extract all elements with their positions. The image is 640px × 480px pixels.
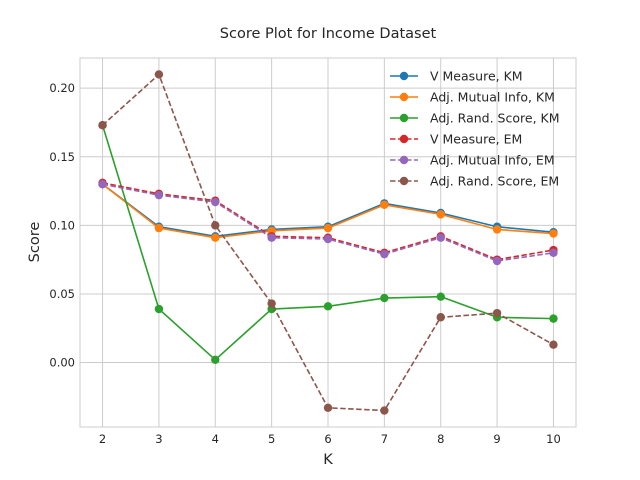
data-point [549,248,558,257]
data-point [323,234,333,244]
data-point [211,355,220,364]
legend-item: Adj. Mutual Info, KM [390,90,555,105]
x-tick-label: 5 [268,432,275,446]
y-axis-label: Score [27,222,43,263]
legend-item: V Measure, KM [390,69,523,84]
data-point [436,210,445,219]
plot-frame [79,57,577,428]
data-point [436,292,445,301]
data-point [380,406,389,415]
legend-item: Adj. Mutual Info, EM [390,153,555,168]
data-point [267,233,276,242]
legend-marker [399,155,409,165]
data-point [154,223,164,233]
x-tick-label: 2 [99,432,106,446]
data-point [436,233,445,242]
legend-label: V Measure, EM [430,132,522,147]
legend-label: Adj. Rand. Score, KM [430,111,560,126]
x-tick-label: 4 [212,432,219,446]
data-point [211,221,220,230]
legend-label: V Measure, KM [430,69,523,84]
data-point [323,302,333,311]
y-tick-label: 0.05 [49,287,75,301]
x-tick-label: 7 [381,432,388,446]
data-point [492,256,502,266]
data-point [211,197,220,207]
data-point [549,340,558,349]
legend-item: Adj. Rand. Score, KM [390,111,560,126]
data-point [492,225,502,234]
legend-marker [399,176,409,186]
data-point [323,223,333,233]
legend-marker [399,71,409,81]
data-point [549,314,558,323]
legend-label: Adj. Mutual Info, KM [430,90,555,105]
data-point [380,200,389,209]
chart-title: Score Plot for Income Dataset [220,26,437,42]
data-point [380,293,389,303]
series-group [98,70,558,415]
data-point [98,180,107,189]
legend-marker [399,134,409,144]
legend-label: Adj. Mutual Info, EM [430,153,555,168]
data-point [549,229,558,238]
y-tick-label: 0.15 [49,150,75,164]
legend-label: Adj. Rand. Score, EM [430,174,559,189]
y-tick-label: 0.10 [49,218,75,232]
x-axis-label: K [323,452,333,468]
x-tick-label: 6 [324,432,331,446]
x-tick-label: 10 [546,432,561,446]
y-tick-label: 0.00 [49,356,75,370]
tick-labels: 2 3 4 5 6 7 8 9 10 0.00 0.05 0.10 0.15 0.20 [49,81,560,446]
data-point [154,190,164,200]
series-5 [98,180,558,266]
legend-item: Adj. Rand. Score, EM [390,174,559,189]
legend: V Measure, KM Adj. Mutual Info, KM Adj. Ra… [390,69,560,189]
y-tick-label: 0.20 [49,81,75,95]
legend-marker [399,113,409,123]
data-point [380,249,389,259]
data-point [436,313,445,322]
x-tick-label: 8 [437,432,444,446]
x-tick-label: 9 [493,432,500,446]
legend-marker [399,92,409,102]
data-point [267,299,276,308]
data-point [154,70,164,79]
data-point [154,304,164,314]
data-point [98,121,107,130]
data-point [323,403,333,412]
series-6 [98,70,558,415]
data-point [211,233,220,242]
data-point [492,308,502,318]
legend-item: V Measure, EM [390,132,522,147]
x-tick-label: 3 [155,432,162,446]
